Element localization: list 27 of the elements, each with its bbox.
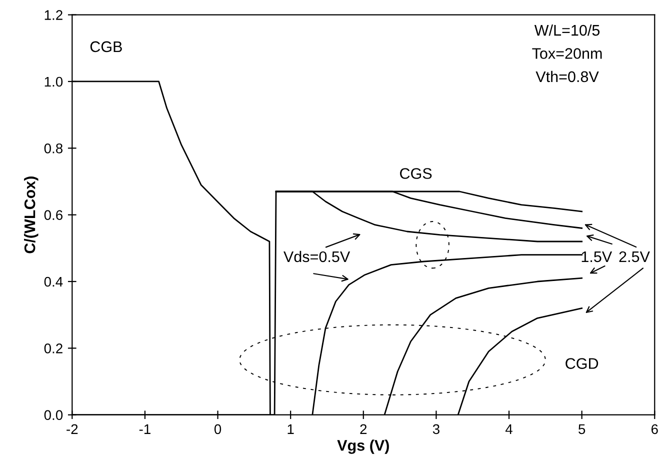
annotation: W/L=10/5 — [534, 24, 600, 36]
x-tick-label: 6 — [651, 424, 658, 434]
y-tick-label: 0.0 — [44, 410, 63, 420]
annotation: Vth=0.8V — [536, 70, 599, 82]
x-tick-label: 5 — [578, 424, 586, 434]
x-tick-label: 4 — [505, 424, 512, 434]
annotation: CGD — [566, 358, 598, 369]
x-tick-label: 2 — [360, 424, 367, 434]
x-tick-label: -1 — [139, 424, 150, 434]
x-tick-label: 0 — [214, 424, 222, 434]
y-tick-label: 0.8 — [44, 143, 63, 154]
x-tick-label: 3 — [432, 424, 440, 434]
annotation: CGB — [90, 41, 122, 52]
annotation: Tox=20nm — [532, 48, 602, 59]
x-tick-label: -2 — [66, 424, 78, 434]
annotation: Vds=0.5V — [284, 250, 350, 262]
annotation: 2.5V — [619, 251, 650, 262]
y-tick-label: 0.6 — [44, 210, 63, 220]
y-axis-title: C/(WLCox) — [24, 176, 38, 254]
y-tick-label: 1.2 — [44, 10, 62, 20]
x-tick-label: 1 — [288, 424, 294, 434]
y-tick-label: 0.2 — [44, 344, 62, 354]
annotation: CGS — [400, 168, 432, 179]
x-axis-title: Vgs (V) — [337, 440, 389, 454]
y-tick-label: 0.4 — [44, 276, 63, 287]
y-tick-label: 1.0 — [44, 76, 63, 87]
annotation: 1.5V — [582, 251, 612, 262]
